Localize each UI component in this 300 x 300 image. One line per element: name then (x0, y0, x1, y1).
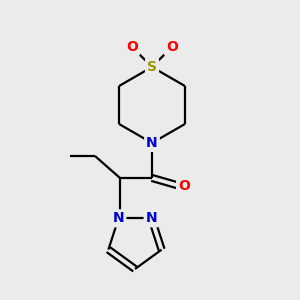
Text: O: O (126, 40, 138, 54)
Text: N: N (146, 136, 158, 150)
Text: N: N (146, 211, 157, 225)
Text: O: O (178, 179, 190, 193)
Text: N: N (113, 211, 124, 225)
Text: O: O (166, 40, 178, 54)
Text: S: S (147, 60, 157, 74)
